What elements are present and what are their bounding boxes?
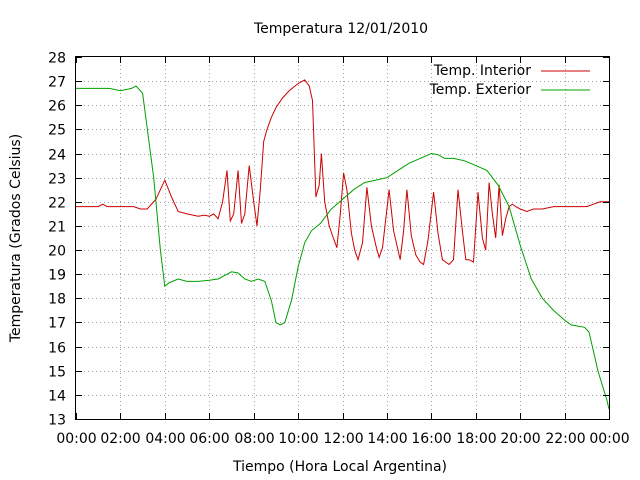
y-axis-label: Temperatura (Grados Celsius) <box>8 134 24 343</box>
y-tick-label: 22 <box>48 196 66 212</box>
x-tick-label: 22:00 <box>545 431 585 447</box>
y-tick-label: 28 <box>48 51 66 67</box>
y-tick-label: 16 <box>48 341 66 357</box>
x-axis-label: Tiempo (Hora Local Argentina) <box>232 459 447 475</box>
y-tick-label: 23 <box>48 172 66 188</box>
y-tick-label: 25 <box>48 123 66 139</box>
grid-layer <box>76 57 609 419</box>
series-line-interior <box>76 79 609 266</box>
y-tick-label: 18 <box>48 292 66 308</box>
x-tick-label: 06:00 <box>189 431 229 447</box>
x-tick-label: 02:00 <box>100 431 140 447</box>
x-tick-label: 04:00 <box>145 431 185 447</box>
y-tick-label: 19 <box>48 268 66 284</box>
series-layer <box>76 79 610 410</box>
x-tick-label: 00:00 <box>56 431 96 447</box>
x-tick-label: 16:00 <box>411 431 451 447</box>
y-tick-label: 15 <box>48 365 66 381</box>
y-tick-label: 26 <box>48 99 66 115</box>
chart-title: Temperatura 12/01/2010 <box>253 21 428 37</box>
y-tick-label: 27 <box>48 75 66 91</box>
x-tick-label: 12:00 <box>323 431 363 447</box>
series-line-exterior <box>76 85 610 410</box>
legend: Temp. Interior Temp. Exterior <box>429 63 590 98</box>
y-tick-label: 14 <box>48 389 66 405</box>
x-tick-label: 20:00 <box>500 431 540 447</box>
x-tick-label: 18:00 <box>456 431 496 447</box>
y-tick-label: 24 <box>48 148 66 164</box>
y-tick-label: 13 <box>48 413 66 429</box>
legend-label-interior: Temp. Interior <box>433 63 532 79</box>
y-tick-label: 17 <box>48 316 66 332</box>
x-tick-label: 08:00 <box>234 431 274 447</box>
x-tick-label: 14:00 <box>367 431 407 447</box>
y-tick-label: 20 <box>48 244 66 260</box>
legend-label-exterior: Temp. Exterior <box>429 82 532 98</box>
y-tick-label: 21 <box>48 220 66 236</box>
x-tick-label: 00:00 <box>589 431 629 447</box>
plot-frame <box>75 56 610 420</box>
x-tick-label: 10:00 <box>278 431 318 447</box>
